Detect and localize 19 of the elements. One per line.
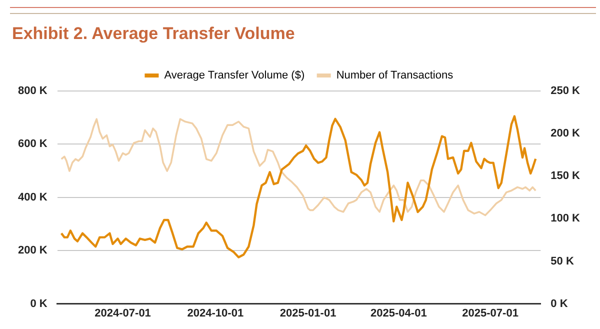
y2-tick-label: 0 K (550, 298, 568, 310)
y-tick-label: 600 K (18, 138, 48, 150)
y-tick-label: 200 K (18, 244, 48, 257)
x-tick-label: 2025-01-01 (280, 307, 336, 320)
x-tick-label: 2025-07-01 (462, 307, 518, 320)
y2-tick-label: 50 K (550, 255, 574, 268)
y2-tick-label: 250 K (550, 85, 580, 98)
y2-tick-label: 200 K (550, 128, 580, 140)
x-tick-label: 2024-10-01 (187, 307, 244, 320)
chart-title: Exhibit 2. Average Transfer Volume (12, 24, 295, 44)
x-tick-label: 2024-07-01 (94, 307, 151, 320)
legend-label: Average Transfer Volume ($) (164, 70, 305, 82)
x-tick-label: 2025-04-01 (370, 307, 427, 320)
y2-tick-label: 100 K (550, 212, 580, 225)
y-tick-label: 800 K (18, 85, 48, 98)
y-tick-label: 0 K (30, 298, 48, 310)
y-tick-label: 400 K (18, 191, 48, 204)
y2-tick-label: 150 K (550, 170, 580, 182)
legend-label: Number of Transactions (336, 70, 454, 82)
